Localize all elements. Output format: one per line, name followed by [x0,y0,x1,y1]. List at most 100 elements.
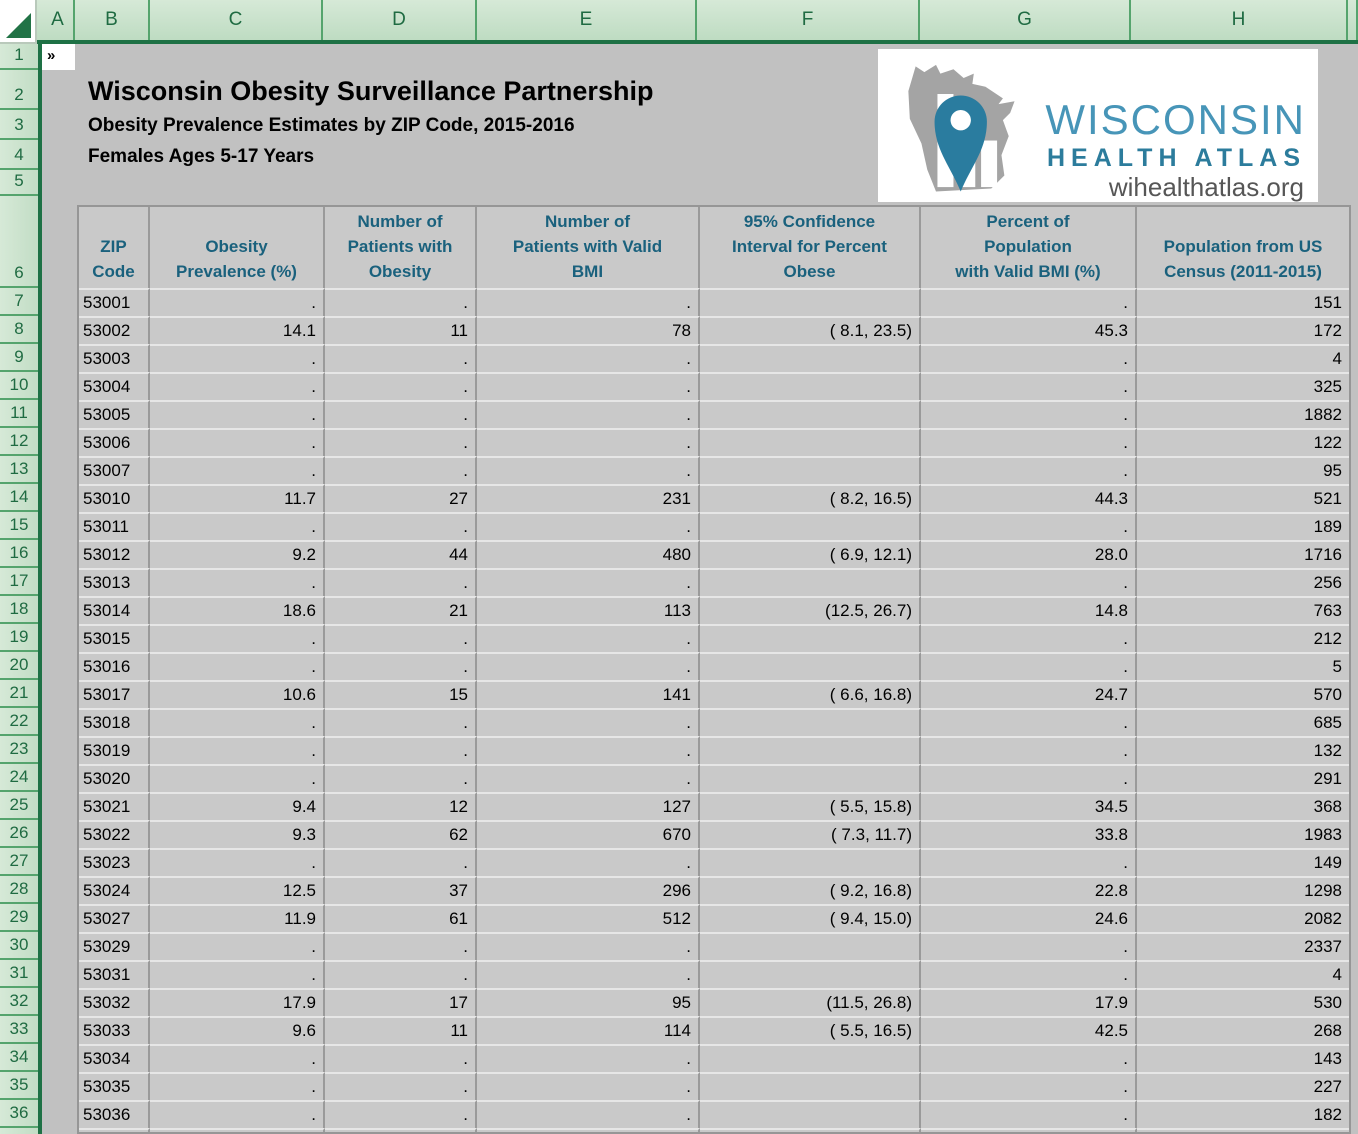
table-cell: . [325,456,477,484]
row-header-11[interactable]: 11 [0,400,38,428]
row-header-16[interactable]: 16 [0,540,38,568]
table-cell: . [477,372,700,400]
table-cell: 34.5 [921,792,1137,820]
row-header-27[interactable]: 27 [0,848,38,876]
report-subtitle: Obesity Prevalence Estimates by ZIP Code… [88,115,575,136]
table-cell: ( 7.3, 11.7) [700,820,921,848]
table-cell: 1983 [1137,820,1349,848]
row-header-36[interactable]: 36 [0,1100,38,1128]
table-cell [700,344,921,372]
row-header-23[interactable]: 23 [0,736,38,764]
table-cell: . [150,1072,325,1100]
row-header-28[interactable]: 28 [0,876,38,904]
column-header-B[interactable]: B [75,0,150,40]
table-cell: . [477,624,700,652]
table-cell: 44.3 [921,484,1137,512]
row-header-21[interactable]: 21 [0,680,38,708]
table-cell [700,288,921,316]
table-cell: 53020 [79,764,150,792]
table-cell: . [921,1044,1137,1072]
table-cell: 33.8 [921,820,1137,848]
row-header-33[interactable]: 33 [0,1016,38,1044]
row-header-8[interactable]: 8 [0,316,38,344]
row-header-20[interactable]: 20 [0,652,38,680]
row-header-15[interactable]: 15 [0,512,38,540]
table-row: 53015.... 212 [79,624,1349,652]
table-cell: 14.1 [150,316,325,344]
select-all-corner[interactable] [0,0,37,44]
table-cell: 17.9 [150,988,325,1016]
row-header-29[interactable]: 29 [0,904,38,932]
table-cell: ( 8.2, 16.5) [700,484,921,512]
table-cell: . [325,652,477,680]
table-cell: 763 [1137,596,1349,624]
column-header-F[interactable]: F [697,0,920,40]
table-cell [325,1128,477,1132]
column-header-E[interactable]: E [477,0,697,40]
table-cell: 521 [1137,484,1349,512]
table-cell: 61 [325,904,477,932]
row-header-12[interactable]: 12 [0,428,38,456]
table-cell [79,1128,150,1132]
column-header-G[interactable]: G [920,0,1131,40]
cell-a1[interactable]: » [42,44,75,70]
table-cell: . [921,400,1137,428]
row-header-2[interactable]: 2 [0,70,38,110]
row-header-22[interactable]: 22 [0,708,38,736]
table-cell: . [921,652,1137,680]
row-header-6[interactable]: 6 [0,196,38,288]
table-cell: 95 [1137,456,1349,484]
table-cell: 4 [1137,344,1349,372]
logo-wordmark-wisconsin: WISCONSIN [1045,96,1306,143]
row-header-35[interactable]: 35 [0,1072,38,1100]
row-header-17[interactable]: 17 [0,568,38,596]
row-header-4[interactable]: 4 [0,140,38,170]
column-header-A[interactable]: A [42,0,75,40]
row-header-32[interactable]: 32 [0,988,38,1016]
table-cell: 4 [1137,960,1349,988]
table-cell: . [921,736,1137,764]
table-cell: . [921,372,1137,400]
row-header-34[interactable]: 34 [0,1044,38,1072]
table-cell: 53012 [79,540,150,568]
row-header-18[interactable]: 18 [0,596,38,624]
row-header-26[interactable]: 26 [0,820,38,848]
table-cell: (11.5, 26.8) [700,988,921,1016]
column-header-partial[interactable] [1348,0,1358,40]
column-header-D[interactable]: D [323,0,477,40]
table-cell: . [150,624,325,652]
row-header-24[interactable]: 24 [0,764,38,792]
row-header-30[interactable]: 30 [0,932,38,960]
row-header-5[interactable]: 5 [0,170,38,196]
table-cell: 22.8 [921,876,1137,904]
row-header-1[interactable]: 1 [0,44,38,70]
table-row: 53019.... 132 [79,736,1349,764]
row-header-25[interactable]: 25 [0,792,38,820]
table-cell [700,1044,921,1072]
column-header-H[interactable]: H [1131,0,1348,40]
table-cell: . [477,736,700,764]
table-cell: 12 [325,792,477,820]
table-row: 53036.... 182 [79,1100,1349,1128]
table-cell [700,428,921,456]
table-cell: 18.6 [150,596,325,624]
row-header-9[interactable]: 9 [0,344,38,372]
row-header-31[interactable]: 31 [0,960,38,988]
row-header-3[interactable]: 3 [0,110,38,140]
row-header-14[interactable]: 14 [0,484,38,512]
table-cell: . [325,568,477,596]
row-header-7[interactable]: 7 [0,288,38,316]
table-row: 53014 18.6 21 113 (12.5, 26.7) 14.8 763 [79,596,1349,624]
report-population-line: Females Ages 5-17 Years [88,146,315,167]
column-header-C[interactable]: C [150,0,323,40]
table-cell: 268 [1137,1016,1349,1044]
row-header-13[interactable]: 13 [0,456,38,484]
table-cell: 5 [1137,652,1349,680]
table-cell: 9.2 [150,540,325,568]
table-cell: 53006 [79,428,150,456]
row-header-19[interactable]: 19 [0,624,38,652]
table-cell [700,932,921,960]
row-header-10[interactable]: 10 [0,372,38,400]
table-cell [700,624,921,652]
table-cell: . [325,372,477,400]
